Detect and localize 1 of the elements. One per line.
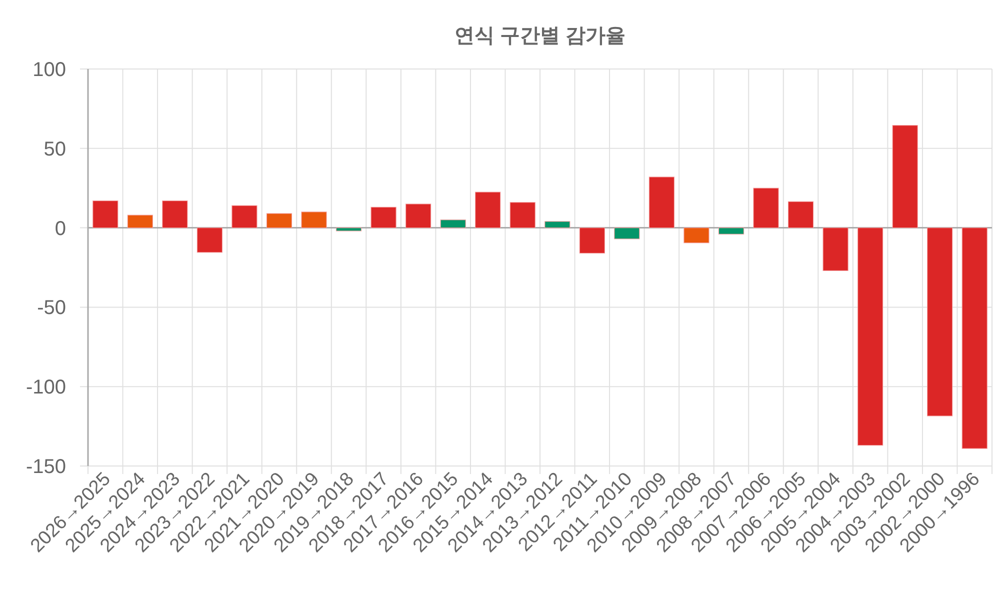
title: 연식 구간별 감가율 [454, 25, 626, 47]
